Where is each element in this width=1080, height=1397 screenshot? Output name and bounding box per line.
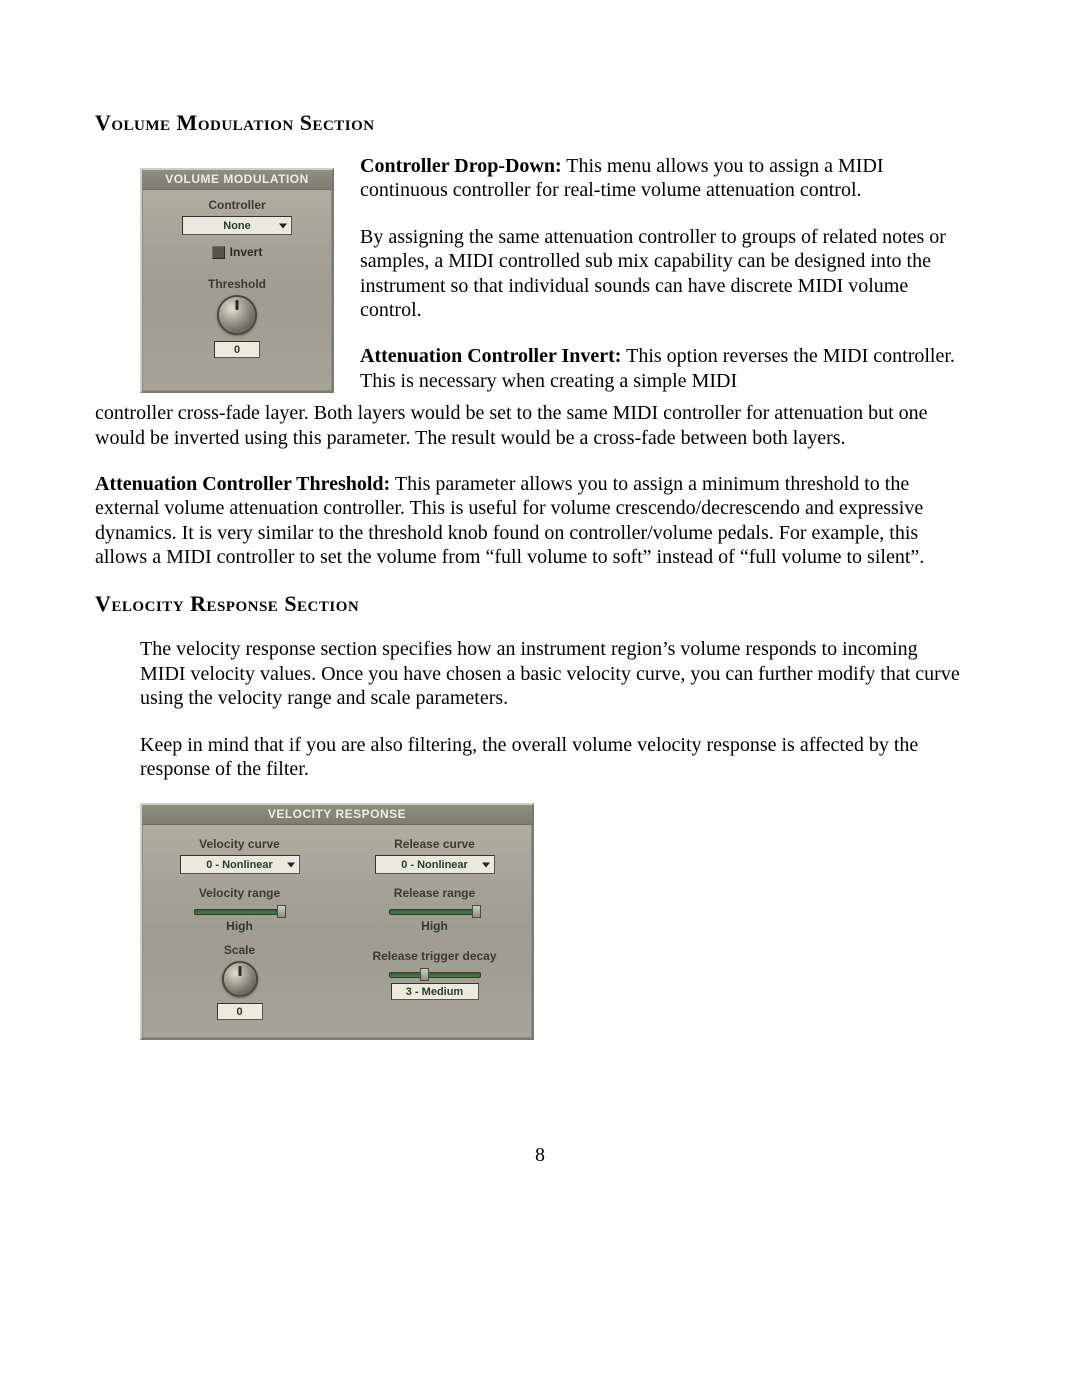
- heading-volume-modulation: Volume Modulation Section: [95, 110, 960, 136]
- velocity-column: Velocity curve 0 - Nonlinear Velocity ra…: [142, 829, 337, 1030]
- scale-knob[interactable]: [222, 961, 258, 997]
- release-curve-label: Release curve: [337, 837, 532, 851]
- scale-readout: 0: [217, 1003, 263, 1020]
- controller-dropdown-value: None: [223, 220, 251, 232]
- threshold-label: Threshold: [142, 277, 332, 291]
- page-number: 8: [0, 1144, 1080, 1167]
- release-curve-dropdown[interactable]: 0 - Nonlinear: [375, 855, 495, 874]
- release-trigger-readout: 3 - Medium: [391, 983, 479, 1000]
- para-invert-a: Attenuation Controller Invert: This opti…: [360, 344, 960, 393]
- panel-title: VOLUME MODULATION: [142, 170, 332, 190]
- release-range-slider[interactable]: [389, 905, 481, 916]
- chevron-down-icon: [279, 223, 287, 228]
- release-trigger-slider[interactable]: [389, 968, 481, 979]
- para-controller-dropdown: Controller Drop-Down: This menu allows y…: [360, 154, 960, 203]
- chevron-down-icon: [482, 862, 490, 867]
- bold-label: Attenuation Controller Threshold:: [95, 473, 390, 495]
- slider-thumb[interactable]: [420, 968, 429, 981]
- bold-label: Controller Drop-Down:: [360, 155, 562, 177]
- controller-label: Controller: [142, 198, 332, 212]
- invert-label: Invert: [230, 245, 263, 259]
- volume-modulation-panel: VOLUME MODULATION Controller None Invert…: [140, 168, 334, 393]
- dropdown-value: 0 - Nonlinear: [206, 859, 273, 871]
- dropdown-value: 0 - Nonlinear: [401, 859, 468, 871]
- release-column: Release curve 0 - Nonlinear Release rang…: [337, 829, 532, 1030]
- para-velocity-filter: Keep in mind that if you are also filter…: [140, 733, 960, 782]
- chevron-down-icon: [287, 862, 295, 867]
- slider-thumb[interactable]: [472, 905, 481, 918]
- heading-velocity-response: Velocity Response Section: [95, 591, 960, 617]
- invert-row[interactable]: Invert: [142, 245, 332, 259]
- controller-dropdown[interactable]: None: [182, 216, 292, 235]
- release-range-value: High: [337, 919, 532, 933]
- para-submix: By assigning the same attenuation contro…: [360, 225, 960, 323]
- text-column: Controller Drop-Down: This menu allows y…: [360, 154, 960, 393]
- bold-label: Attenuation Controller Invert:: [360, 345, 621, 367]
- panel-title: VELOCITY RESPONSE: [142, 805, 532, 825]
- velocity-curve-dropdown[interactable]: 0 - Nonlinear: [180, 855, 300, 874]
- slider-thumb[interactable]: [277, 905, 286, 918]
- para-threshold: Attenuation Controller Threshold: This p…: [95, 472, 960, 570]
- velocity-range-label: Velocity range: [142, 886, 337, 900]
- velocity-response-panel: VELOCITY RESPONSE Velocity curve 0 - Non…: [140, 803, 534, 1040]
- threshold-readout: 0: [214, 341, 260, 358]
- scale-label: Scale: [142, 943, 337, 957]
- velocity-range-value: High: [142, 919, 337, 933]
- invert-checkbox[interactable]: [212, 246, 225, 259]
- velocity-range-slider[interactable]: [194, 905, 286, 916]
- para-invert-b: controller cross-fade layer. Both layers…: [95, 401, 960, 450]
- para-velocity-intro: The velocity response section specifies …: [140, 637, 960, 710]
- velocity-curve-label: Velocity curve: [142, 837, 337, 851]
- threshold-knob[interactable]: [217, 295, 257, 335]
- volume-modulation-row: VOLUME MODULATION Controller None Invert…: [95, 154, 960, 393]
- release-trigger-label: Release trigger decay: [337, 949, 532, 963]
- release-range-label: Release range: [337, 886, 532, 900]
